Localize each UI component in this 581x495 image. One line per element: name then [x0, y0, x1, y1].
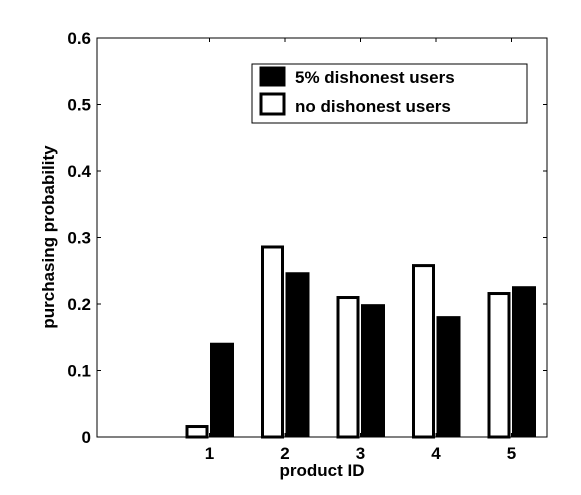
y-tick-label-0.6: 0.6 — [67, 29, 91, 48]
y-tick-label-0: 0 — [82, 428, 91, 447]
legend: 5% dishonest users no dishonest users — [251, 63, 528, 124]
x-axis-title: product ID — [280, 461, 365, 480]
bar-series-1-2 — [285, 272, 310, 438]
legend-label-series-1: 5% dishonest users — [295, 68, 455, 87]
y-tick-label-0.3: 0.3 — [67, 229, 91, 248]
x-tick-label-5: 5 — [507, 444, 516, 463]
bar-series-0-2 — [261, 245, 284, 439]
bar-series-0-1 — [185, 425, 209, 439]
y-tick-label-0.2: 0.2 — [67, 295, 91, 314]
y-axis-title: purchasing probability — [39, 145, 58, 329]
y-tick-label-0.5: 0.5 — [67, 96, 91, 115]
x-tick-label-2: 2 — [280, 444, 289, 463]
legend-swatch-series-0 — [259, 92, 286, 116]
legend-box — [251, 63, 528, 124]
x-tick-label-4: 4 — [431, 444, 441, 463]
x-tick-label-3: 3 — [356, 444, 365, 463]
ticks-group: 1 2 3 4 5 0 0.1 0.2 0.3 0.4 0.5 0.6 — [67, 29, 547, 463]
legend-label-series-0: no dishonest users — [295, 97, 451, 116]
y-tick-label-0.1: 0.1 — [67, 362, 91, 381]
bars-group — [185, 245, 536, 439]
bar-series-1-4 — [436, 316, 461, 438]
bar-series-0-3 — [336, 296, 360, 439]
bar-series-1-5 — [512, 286, 536, 438]
legend-swatch-series-1 — [259, 66, 286, 87]
x-tick-label-1: 1 — [205, 444, 214, 463]
bar-series-1-3 — [361, 304, 385, 438]
y-tick-label-0.4: 0.4 — [67, 162, 91, 181]
bar-series-1-1 — [210, 342, 234, 438]
bar-series-0-5 — [487, 292, 511, 439]
bar-series-0-4 — [412, 264, 435, 439]
